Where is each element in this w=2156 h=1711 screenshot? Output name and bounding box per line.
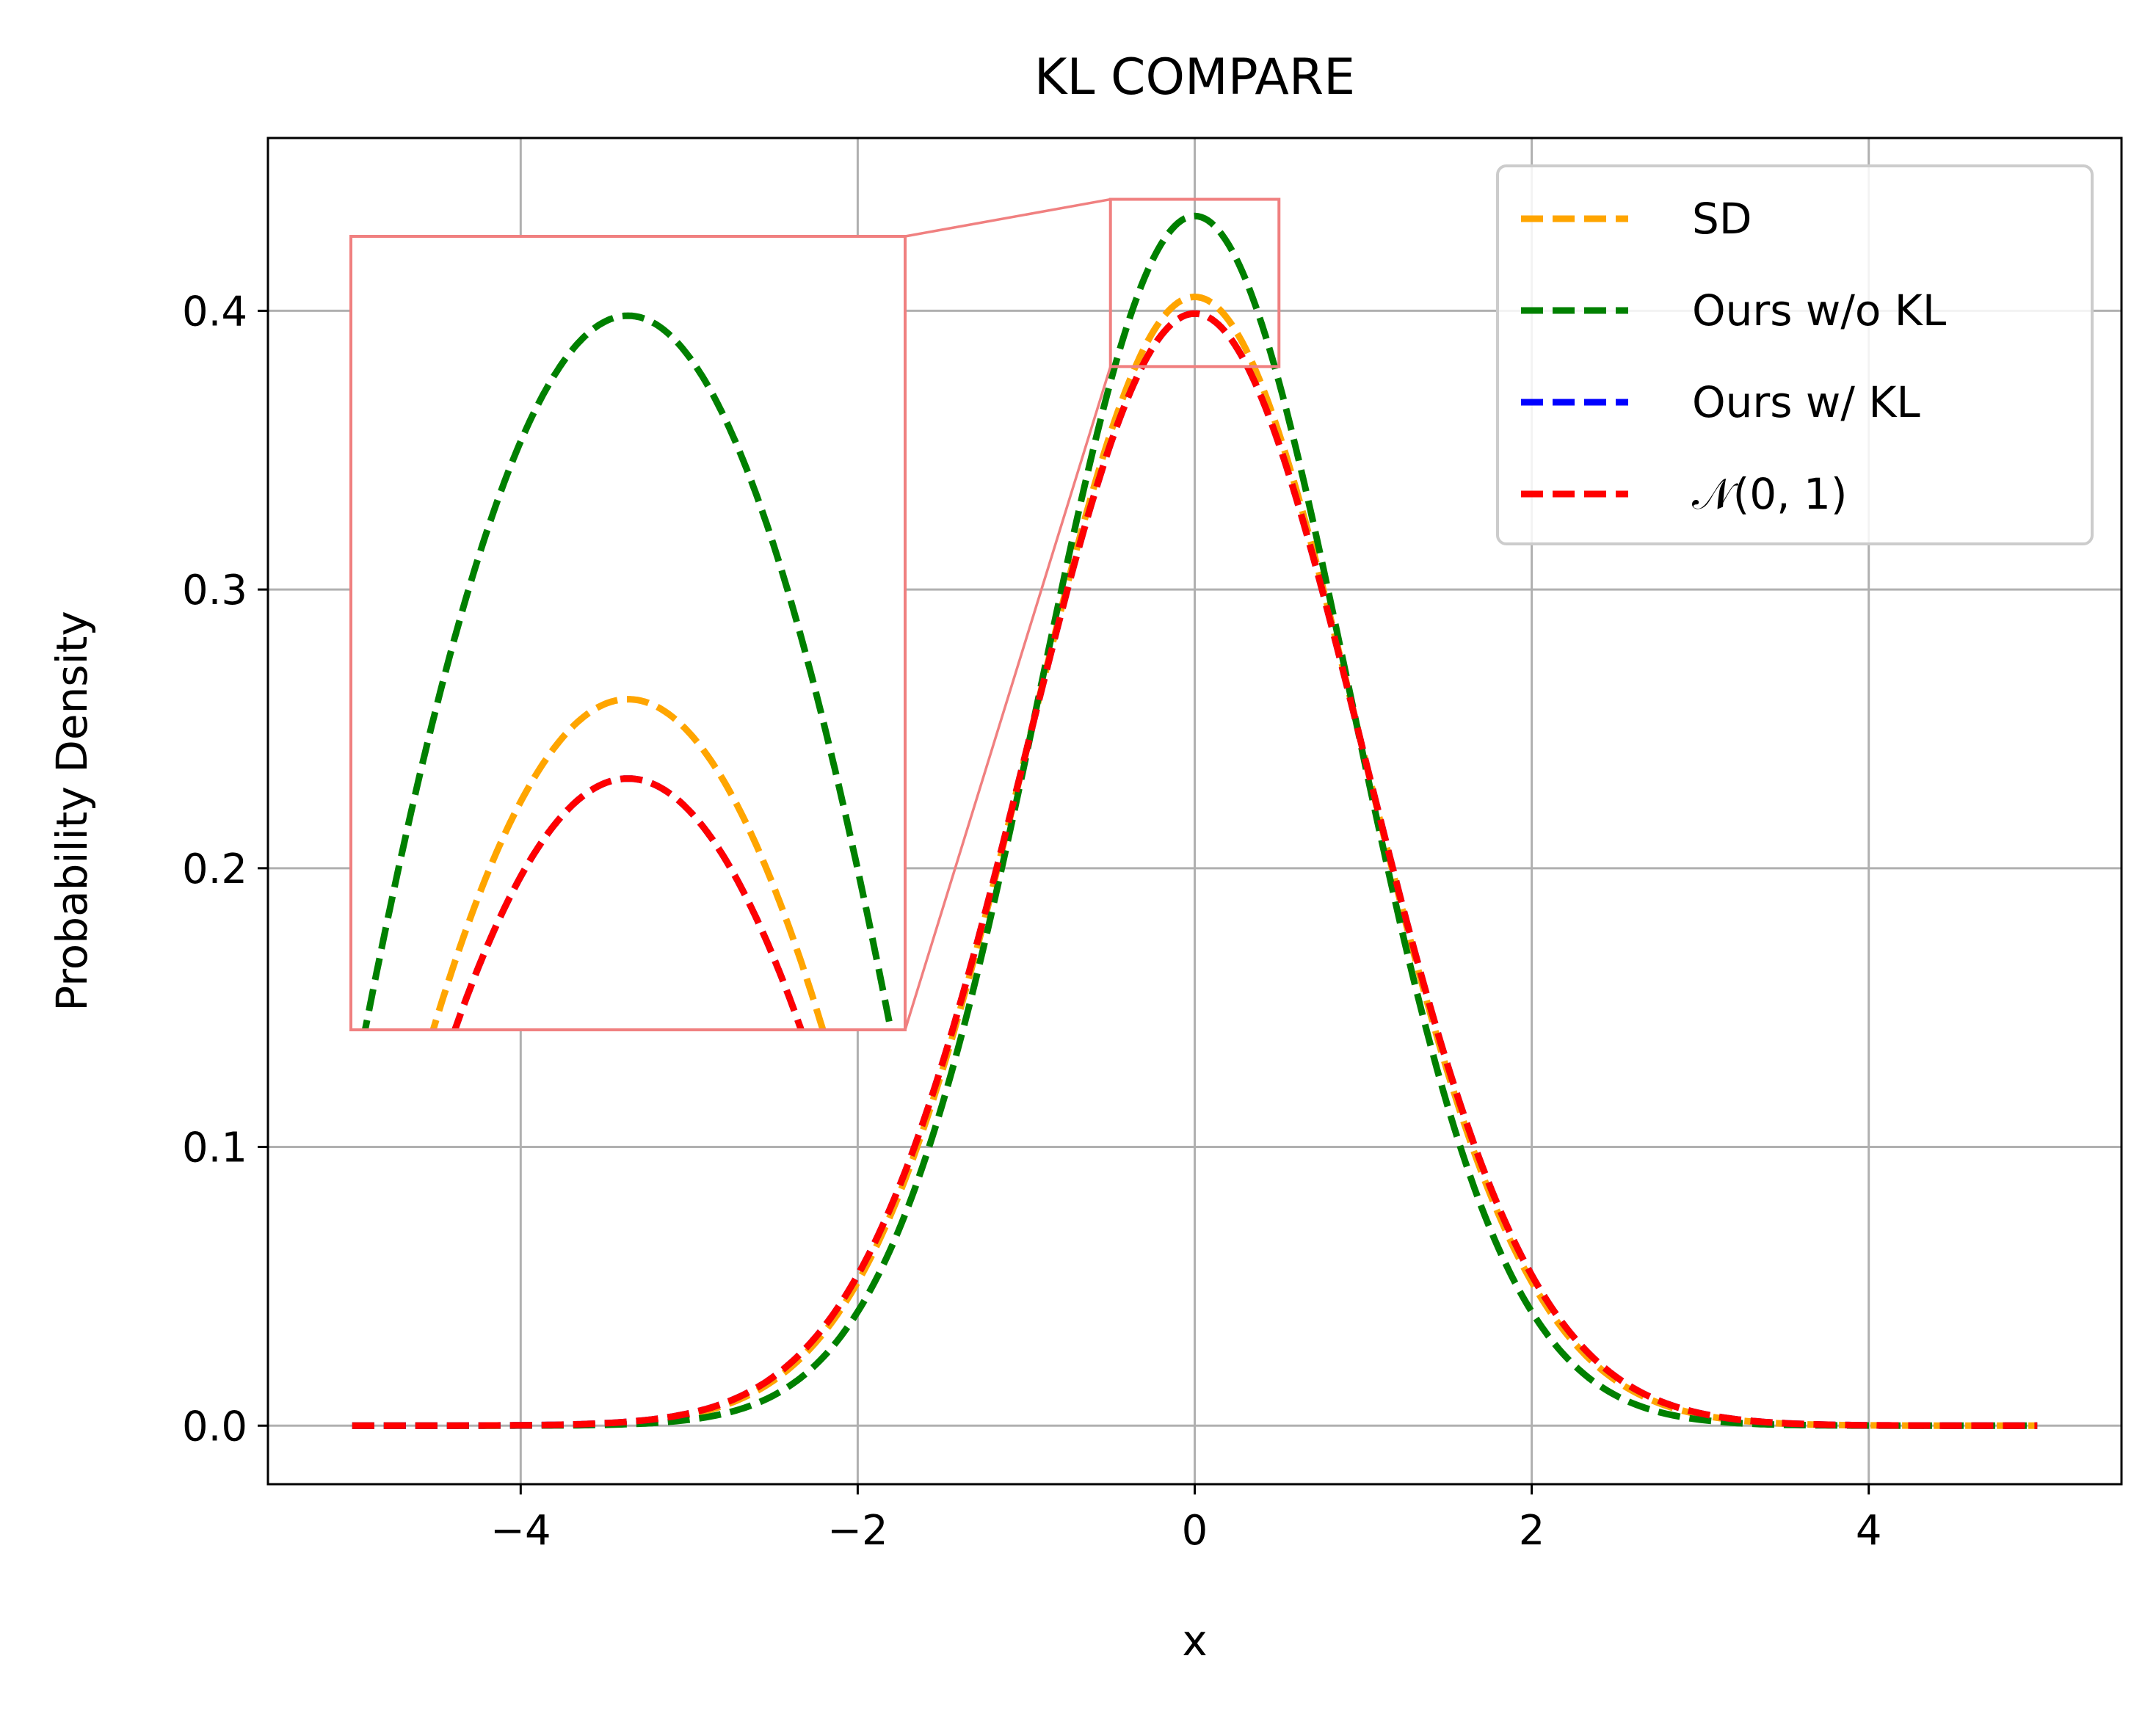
x-tick-label: 2 — [1519, 1507, 1545, 1555]
legend-label: 𝒩(0, 1) — [1692, 469, 1848, 519]
zoom-source-box — [1108, 197, 1281, 368]
legend-box — [1496, 164, 2094, 545]
x-tick-label: −2 — [827, 1507, 888, 1555]
legend-label: SD — [1692, 194, 1752, 244]
x-tick-label: 4 — [1856, 1507, 1882, 1555]
chart-title: KL COMPARE — [1034, 48, 1355, 106]
axis-ticks: −4 −2 0 2 4 0.0 0.1 0.2 0.3 0.4 — [182, 288, 1882, 1555]
inset-connector-line — [904, 366, 1112, 1031]
y-tick-label: 0.4 — [182, 288, 247, 335]
inset-connector-line — [904, 197, 1111, 238]
series-lines — [352, 212, 2038, 1429]
legend-label: Ours w/ KL — [1692, 377, 1920, 427]
inset-border — [349, 235, 907, 1031]
inset-normal-line — [451, 775, 805, 1030]
series-normal-line — [352, 310, 2038, 1429]
y-axis-label: Probability Density — [47, 611, 97, 1011]
legend-label: Ours w/o KL — [1692, 286, 1946, 335]
zoom-inset — [349, 197, 1281, 1031]
y-tick-label: 0.0 — [182, 1403, 247, 1450]
y-tick-label: 0.2 — [182, 846, 247, 893]
y-tick-label: 0.3 — [182, 567, 247, 614]
y-tick-label: 0.1 — [182, 1125, 247, 1172]
inset-ours-wo-kl-line — [361, 312, 895, 1030]
x-axis-label: x — [1182, 1616, 1207, 1665]
x-tick-label: −4 — [490, 1507, 551, 1555]
legend: SD Ours w/o KL Ours w/ KL 𝒩(0, 1) — [1496, 164, 2094, 545]
inset-background — [351, 236, 905, 1030]
x-tick-label: 0 — [1182, 1507, 1208, 1555]
inset-series — [361, 312, 895, 1030]
inset-sd-line — [429, 696, 827, 1030]
